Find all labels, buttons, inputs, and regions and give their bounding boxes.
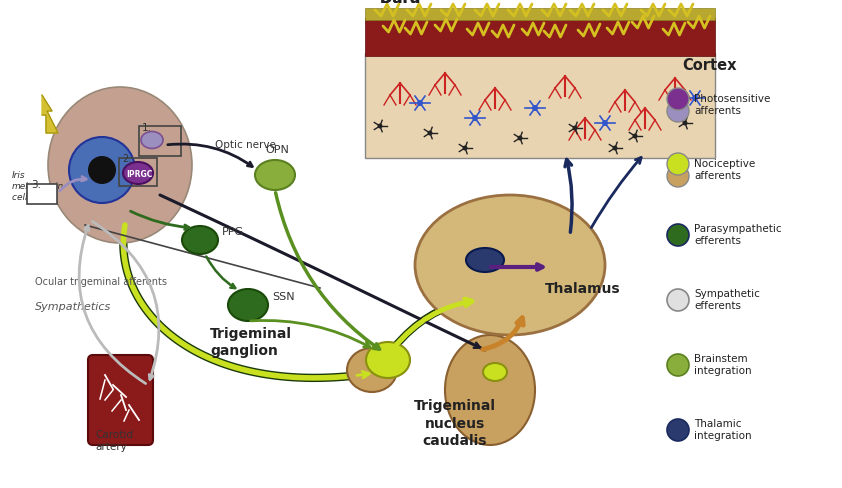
Ellipse shape xyxy=(141,131,163,148)
Circle shape xyxy=(612,145,617,150)
Circle shape xyxy=(428,130,433,136)
Ellipse shape xyxy=(228,289,268,321)
Text: Nociceptive
afferents: Nociceptive afferents xyxy=(694,159,755,181)
Ellipse shape xyxy=(123,162,153,184)
Text: Thalamus: Thalamus xyxy=(545,282,621,296)
Circle shape xyxy=(417,100,423,106)
Text: Iris
melanopsin
cells (?): Iris melanopsin cells (?) xyxy=(12,171,64,202)
Text: 1.: 1. xyxy=(142,123,152,133)
FancyBboxPatch shape xyxy=(27,184,57,204)
Text: Thalamic
integration: Thalamic integration xyxy=(694,419,752,441)
Text: Ocular trigeminal afferents: Ocular trigeminal afferents xyxy=(35,277,167,287)
Bar xyxy=(365,53,715,158)
Ellipse shape xyxy=(466,248,504,272)
Circle shape xyxy=(632,134,637,139)
Text: Photosensitive
afferents: Photosensitive afferents xyxy=(694,94,770,116)
Text: OPN: OPN xyxy=(265,145,289,155)
Circle shape xyxy=(683,121,688,125)
Text: 3.: 3. xyxy=(31,180,41,190)
FancyBboxPatch shape xyxy=(88,355,153,445)
Circle shape xyxy=(602,120,608,126)
Circle shape xyxy=(667,100,689,122)
Circle shape xyxy=(88,156,116,184)
Circle shape xyxy=(532,105,538,111)
Text: PPG: PPG xyxy=(222,227,244,237)
Ellipse shape xyxy=(255,160,295,190)
Circle shape xyxy=(667,153,689,175)
Text: SSN: SSN xyxy=(272,292,295,302)
Text: Optic nerve: Optic nerve xyxy=(215,140,276,150)
Ellipse shape xyxy=(48,87,192,243)
Text: Dura: Dura xyxy=(380,0,421,6)
Text: Dura: Dura xyxy=(380,0,421,6)
Ellipse shape xyxy=(415,195,605,335)
Circle shape xyxy=(692,95,698,101)
Ellipse shape xyxy=(347,348,397,392)
Bar xyxy=(365,18,715,56)
Polygon shape xyxy=(42,95,58,133)
Circle shape xyxy=(667,354,689,376)
Circle shape xyxy=(667,419,689,441)
Ellipse shape xyxy=(366,342,410,378)
Text: Brainstem
integration: Brainstem integration xyxy=(694,354,752,376)
Circle shape xyxy=(667,224,689,246)
Ellipse shape xyxy=(182,226,218,254)
Text: Sympathetics: Sympathetics xyxy=(35,302,111,312)
Bar xyxy=(365,8,715,20)
Text: Trigeminal
nucleus
caudalis: Trigeminal nucleus caudalis xyxy=(414,399,496,448)
Circle shape xyxy=(69,137,135,203)
Circle shape xyxy=(667,88,689,110)
Circle shape xyxy=(667,165,689,187)
Ellipse shape xyxy=(445,335,535,445)
Text: 2.: 2. xyxy=(122,154,131,164)
Text: Carotid
artery: Carotid artery xyxy=(95,429,133,452)
Text: Trigeminal
ganglion: Trigeminal ganglion xyxy=(210,326,292,358)
Circle shape xyxy=(472,115,478,121)
Circle shape xyxy=(573,125,578,130)
Ellipse shape xyxy=(483,363,507,381)
Circle shape xyxy=(462,145,467,150)
Circle shape xyxy=(667,289,689,311)
Circle shape xyxy=(377,123,382,128)
Text: Cortex: Cortex xyxy=(682,58,737,73)
Text: IPRGC: IPRGC xyxy=(126,170,152,179)
Text: Sympathetic
efferents: Sympathetic efferents xyxy=(694,289,759,311)
Text: Parasympathetic
efferents: Parasympathetic efferents xyxy=(694,224,781,246)
Circle shape xyxy=(518,136,523,141)
